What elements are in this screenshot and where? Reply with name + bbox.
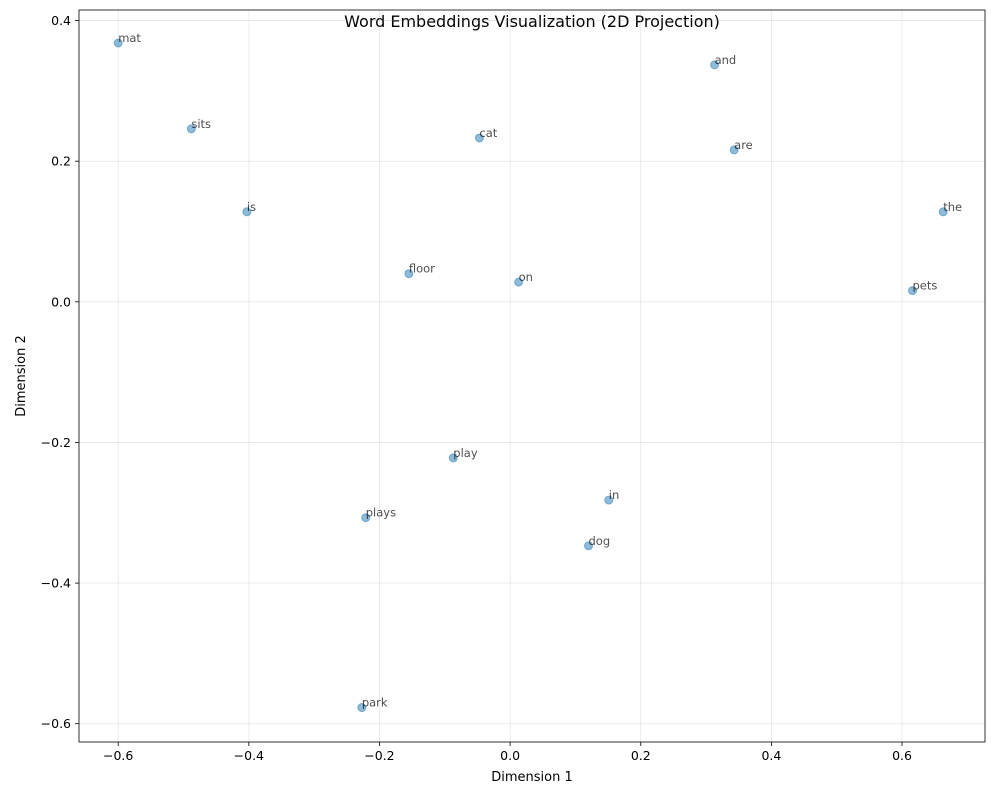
x-tick-label: −0.2 [364,748,394,763]
data-point-is [242,207,252,217]
y-tick-label: 0.4 [51,13,71,28]
grid-lines [79,10,985,742]
data-point-floor [404,269,414,279]
data-point-cat [474,133,484,143]
y-axis-label: Dimension 2 [14,335,29,417]
data-point-pets [907,286,917,296]
data-point-sits [186,124,196,134]
x-axis-label: Dimension 1 [491,770,573,785]
data-point-the [938,207,948,217]
x-tick-label: 0.6 [892,748,912,763]
data-point-and [710,60,720,70]
data-points [113,38,948,713]
point-label-sits: sits [191,117,211,131]
point-label-floor: floor [409,262,435,276]
y-tick-label: −0.6 [41,716,71,731]
x-tick-label: −0.6 [103,748,133,763]
point-labels: mat and sits cat are is the floor on pets play in pl… [118,31,962,709]
data-point-dog [584,541,594,551]
x-tick-label: 0.0 [500,748,520,763]
y-tick-label: 0.2 [51,154,71,169]
data-point-mat [113,38,123,48]
point-label-plays: plays [366,506,396,520]
y-axis-ticks: −0.6 −0.4 −0.2 0.0 0.2 0.4 [41,13,79,731]
data-point-in [604,495,614,505]
plot-area-frame [78,9,986,743]
point-label-are: are [734,138,753,152]
x-axis-ticks: −0.6 −0.4 −0.2 0.0 0.2 0.4 0.6 [103,742,912,763]
point-label-play: play [453,446,478,460]
point-label-mat: mat [118,31,141,45]
point-label-in: in [609,488,619,502]
data-point-play [448,453,458,463]
y-tick-label: 0.0 [51,294,71,309]
x-tick-label: 0.4 [761,748,781,763]
data-point-park [357,703,367,713]
y-tick-label: −0.4 [41,576,71,591]
point-label-dog: dog [589,534,611,548]
point-label-the: the [943,200,962,214]
data-point-on [514,277,524,287]
x-tick-label: 0.2 [631,748,651,763]
data-point-are [729,145,739,155]
point-label-is: is [247,200,256,214]
x-tick-label: −0.4 [234,748,264,763]
point-label-and: and [715,53,737,67]
chart-title: Word Embeddings Visualization (2D Projec… [344,12,720,31]
point-label-park: park [362,696,388,710]
point-label-cat: cat [479,126,497,140]
point-label-on: on [519,270,533,284]
point-label-pets: pets [912,279,937,293]
y-tick-label: −0.2 [41,435,71,450]
data-point-plays [361,513,371,523]
